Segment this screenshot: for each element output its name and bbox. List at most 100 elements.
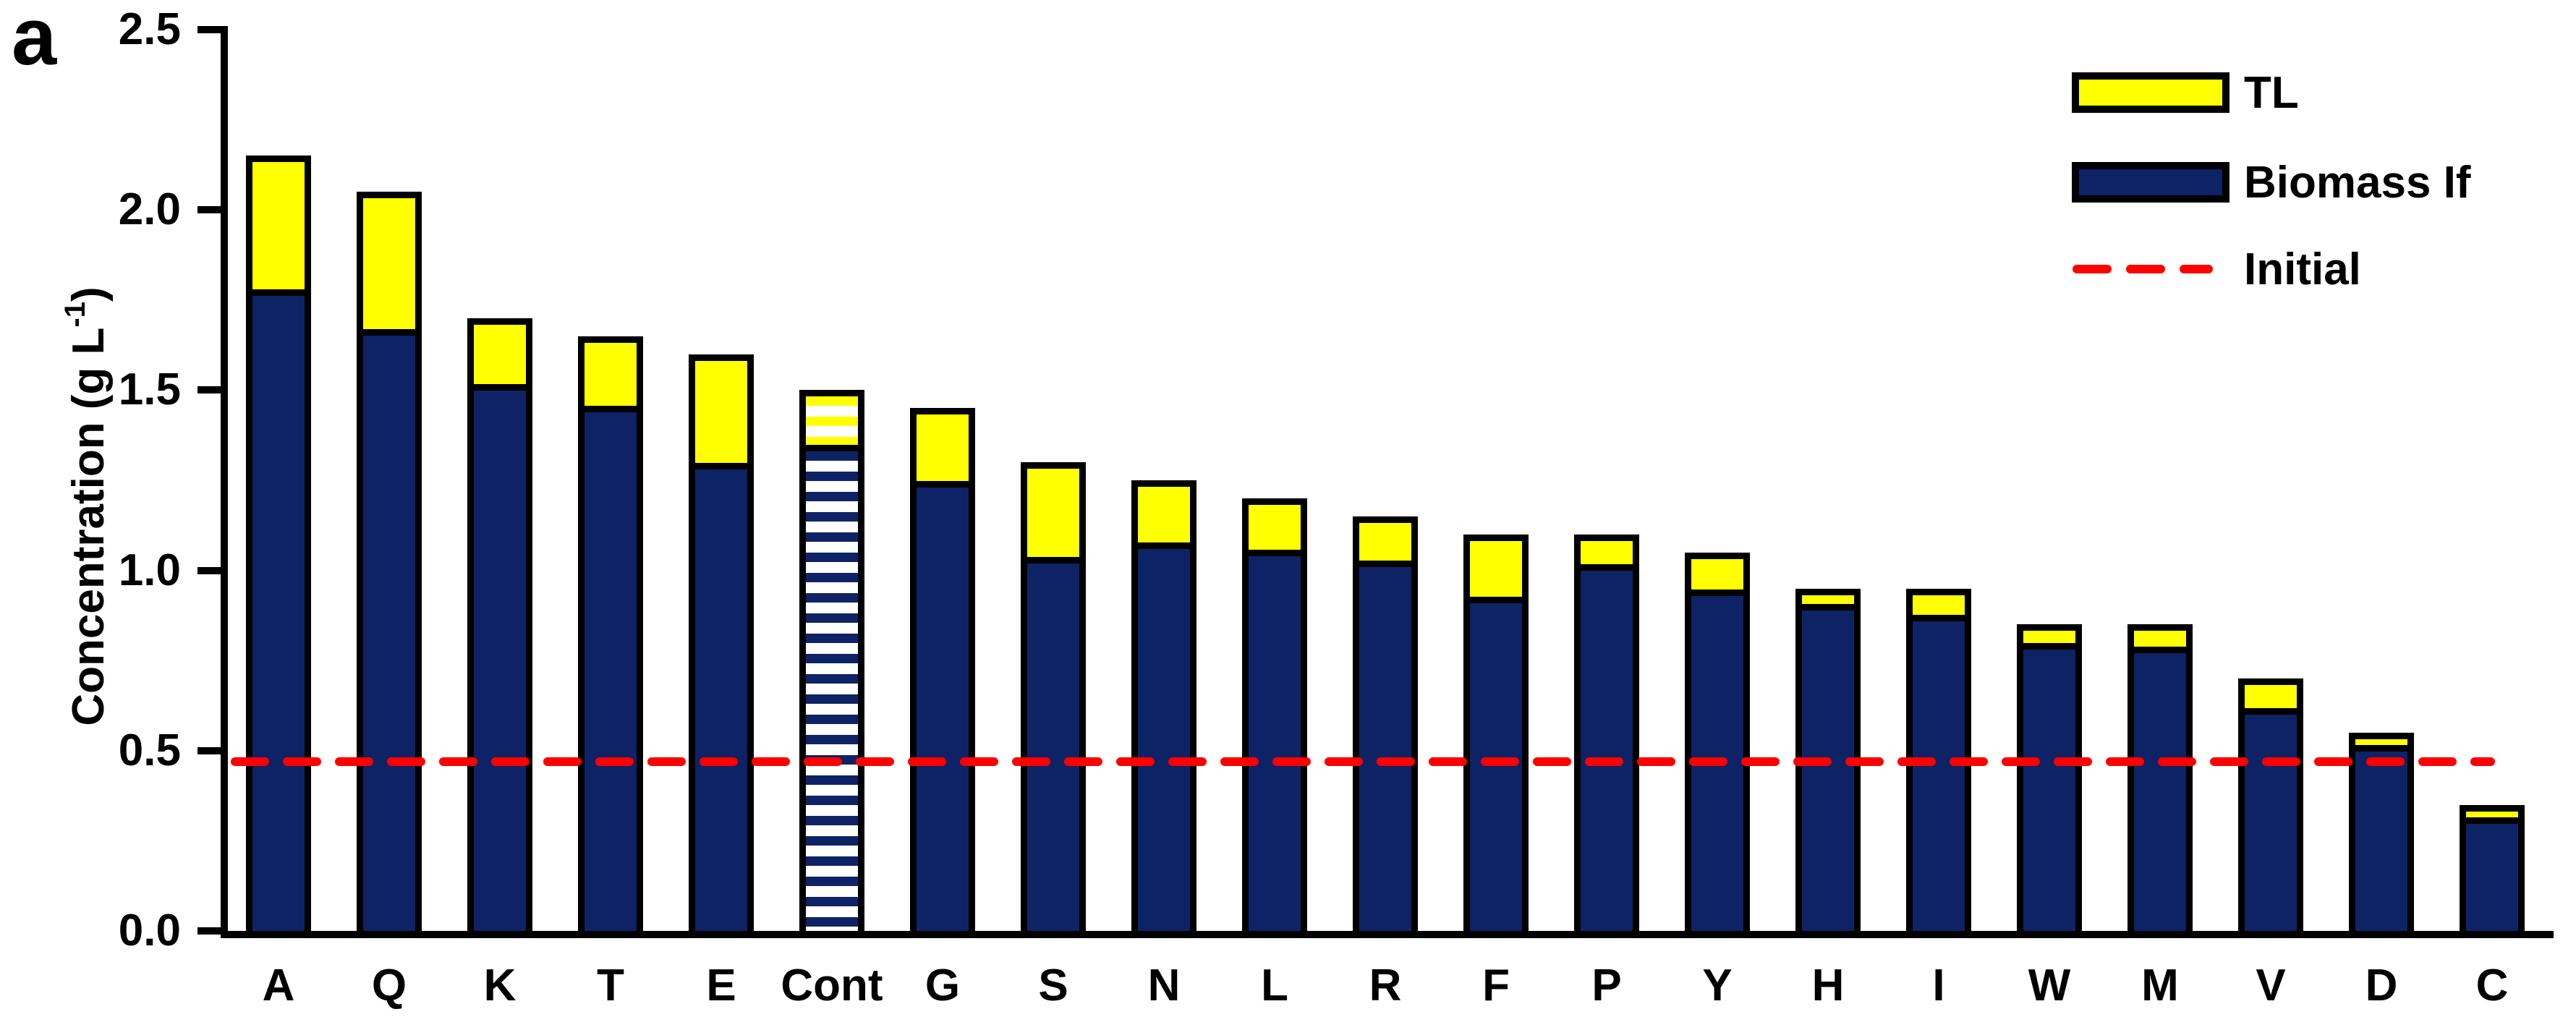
y-axis-title-close: ): [64, 286, 114, 302]
bar-S: [1021, 462, 1086, 931]
bar-S-tl-segment: [1021, 462, 1086, 563]
bar-N-tl-segment: [1131, 480, 1196, 549]
x-axis-label-R: R: [1369, 961, 1402, 1010]
y-tick-1.0: [197, 566, 221, 574]
bar-Q-tl-segment: [357, 192, 422, 336]
bar-P: [1574, 535, 1639, 931]
y-axis-title: Concentration (g L-1): [59, 286, 114, 725]
x-axis-line: [221, 931, 2554, 938]
bar-L-tl-segment: [1242, 498, 1307, 556]
bar-M: [2127, 624, 2193, 931]
y-tick-2.0: [197, 206, 221, 214]
bar-A: [246, 156, 311, 931]
legend-biomass-swatch-icon: [2072, 162, 2229, 203]
bar-A-biomass-segment: [246, 296, 311, 931]
y-tick-2.5: [197, 26, 221, 33]
bar-H-biomass-segment: [1795, 610, 1861, 931]
legend-label-tl: TL: [2244, 67, 2299, 118]
bar-E-tl-segment: [689, 354, 754, 469]
legend-label-initial: Initial: [2244, 244, 2361, 294]
x-axis-label-V: V: [2256, 961, 2286, 1010]
x-axis-label-F: F: [1482, 961, 1510, 1010]
bar-E: [689, 354, 754, 931]
bar-H: [1795, 589, 1861, 931]
bar-D-biomass-segment: [2349, 752, 2414, 931]
bar-I-tl-segment: [1906, 589, 1971, 621]
bar-Q-biomass-segment: [357, 336, 422, 931]
bar-G-biomass-segment: [910, 488, 975, 931]
x-axis-label-H: H: [1811, 961, 1845, 1010]
bar-V-tl-segment: [2238, 678, 2303, 715]
bar-M-tl-segment: [2127, 624, 2193, 653]
x-axis-label-N: N: [1147, 961, 1181, 1010]
bar-Cont-tl-segment: [799, 390, 864, 451]
y-tick-label-0.5: 0.5: [118, 725, 181, 775]
x-axis-label-A: A: [262, 961, 295, 1010]
x-axis-label-D: D: [2365, 961, 2398, 1010]
x-axis-label-L: L: [1261, 961, 1288, 1010]
bar-P-biomass-segment: [1574, 571, 1639, 931]
bar-I: [1906, 589, 1971, 931]
bar-G: [910, 408, 975, 931]
bar-C: [2460, 805, 2525, 931]
bar-M-biomass-segment: [2127, 653, 2193, 931]
bar-S-biomass-segment: [1021, 563, 1086, 931]
bar-T: [578, 336, 643, 931]
bar-W-biomass-segment: [2017, 650, 2082, 931]
panel-label: a: [12, 0, 57, 82]
bar-H-tl-segment: [1795, 589, 1861, 610]
y-tick-1.5: [197, 386, 221, 394]
bar-K: [467, 318, 532, 931]
bar-W-tl-segment: [2017, 624, 2082, 650]
bar-L: [1242, 498, 1307, 931]
bar-K-tl-segment: [467, 318, 532, 391]
x-axis-label-G: G: [924, 961, 961, 1010]
y-axis-title-superscript: -1: [59, 302, 91, 328]
bar-T-biomass-segment: [578, 412, 643, 931]
x-axis-label-P: P: [1591, 961, 1622, 1010]
legend-row-tl: TL: [2072, 68, 2299, 118]
bar-G-tl-segment: [910, 408, 975, 488]
y-tick-label-1.5: 1.5: [118, 365, 181, 415]
x-axis-label-E: E: [706, 961, 736, 1010]
x-axis-label-C: C: [2475, 961, 2509, 1010]
bar-C-tl-segment: [2460, 805, 2525, 824]
bar-D-tl-segment: [2349, 733, 2414, 752]
bar-N-biomass-segment: [1131, 549, 1196, 931]
bar-D: [2349, 733, 2414, 931]
y-tick-label-1.0: 1.0: [118, 545, 181, 595]
x-axis-label-Y: Y: [1702, 961, 1733, 1010]
bar-F: [1463, 535, 1529, 931]
bar-N: [1131, 480, 1196, 931]
x-axis-label-Cont: Cont: [781, 961, 883, 1010]
bar-Q: [357, 192, 422, 931]
bar-E-biomass-segment: [689, 469, 754, 931]
bar-Y-tl-segment: [1685, 553, 1750, 596]
legend-tl-swatch-icon: [2072, 72, 2229, 113]
legend-row-initial: Initial: [2072, 244, 2361, 294]
bar-L-biomass-segment: [1242, 556, 1307, 931]
y-tick-label-0.0: 0.0: [118, 906, 181, 955]
bar-Y: [1685, 553, 1750, 931]
bar-Cont-biomass-segment: [799, 451, 864, 931]
bar-F-tl-segment: [1463, 535, 1529, 603]
bar-V: [2238, 678, 2303, 931]
bar-C-biomass-segment: [2460, 824, 2525, 931]
y-tick-label-2.5: 2.5: [118, 4, 181, 54]
legend-row-biomass-if: Biomass If: [2072, 158, 2471, 208]
y-tick-0.0: [197, 927, 221, 935]
bar-W: [2017, 624, 2082, 931]
x-axis-label-T: T: [597, 961, 624, 1010]
bar-F-biomass-segment: [1463, 603, 1529, 931]
bar-A-tl-segment: [246, 156, 311, 296]
x-axis-label-S: S: [1038, 961, 1068, 1010]
x-axis-label-I: I: [1932, 961, 1945, 1010]
legend-initial-dash-icon: [2072, 249, 2229, 289]
bar-R-biomass-segment: [1353, 567, 1418, 931]
bar-K-biomass-segment: [467, 391, 532, 931]
bar-R-tl-segment: [1353, 516, 1418, 567]
y-axis-line: [221, 26, 228, 938]
bar-T-tl-segment: [578, 336, 643, 412]
x-axis-label-M: M: [2141, 961, 2179, 1010]
